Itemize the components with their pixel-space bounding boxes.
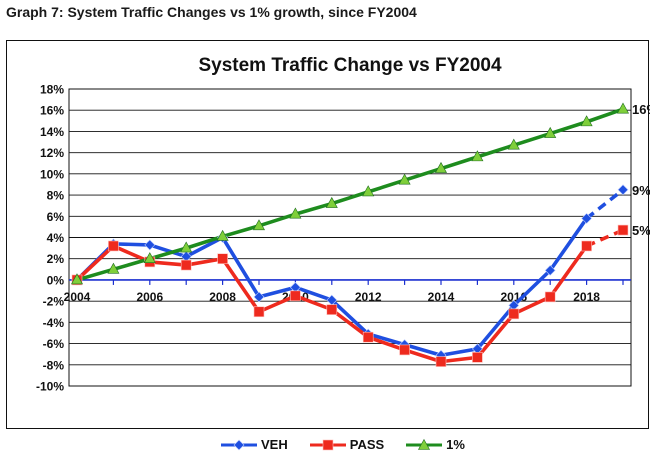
series-line-veh xyxy=(75,217,589,358)
plot-border xyxy=(68,88,632,387)
data-point-pass xyxy=(581,240,592,252)
page-heading: Graph 7: System Traffic Changes vs 1% gr… xyxy=(6,4,417,20)
y-tick-label: 4% xyxy=(47,231,65,245)
y-tick-label: 10% xyxy=(40,167,64,181)
data-point-1pct xyxy=(252,219,266,231)
end-value-label-1pct: 16% xyxy=(632,102,650,117)
legend-swatch-veh xyxy=(221,439,257,450)
data-point-1pct xyxy=(143,252,156,264)
data-point-veh xyxy=(544,264,556,276)
data-point-pass xyxy=(217,253,228,265)
y-tick-label: -8% xyxy=(43,358,65,372)
y-tick-label: 14% xyxy=(40,125,64,139)
line-chart: System Traffic Change vs FY2004 18% 16% 14%… xyxy=(36,55,650,394)
x-tick-label: 2004 xyxy=(64,290,91,304)
data-point-1pct xyxy=(362,185,375,197)
y-tick-label: 8% xyxy=(47,189,65,203)
data-point-1pct xyxy=(325,196,338,208)
y-tick-label: 2% xyxy=(47,252,65,266)
series-projection-pass xyxy=(585,228,624,248)
x-tick-label: 2006 xyxy=(136,290,163,304)
data-point-1pct xyxy=(216,229,229,241)
legend: VEH PASS 1% xyxy=(221,437,465,452)
y-tick-label: 6% xyxy=(47,210,65,224)
series-projection-veh xyxy=(585,188,625,220)
legend-swatch-pass xyxy=(309,439,346,450)
x-tick-label: 2018 xyxy=(573,290,600,304)
data-point-veh xyxy=(144,239,156,251)
data-point-veh xyxy=(253,291,265,303)
data-point-pass xyxy=(108,240,119,252)
y-tick-label: 0% xyxy=(47,273,65,287)
legend-label-one-percent: 1% xyxy=(446,437,465,452)
end-value-label-veh: 9% xyxy=(632,183,650,198)
chart-frame: System Traffic Change vs FY2004 18% 16% 14%… xyxy=(6,40,650,452)
data-point-pass xyxy=(472,352,483,363)
legend-entry-pass: PASS xyxy=(309,437,385,452)
data-point-1pct xyxy=(107,262,120,274)
data-point-1pct xyxy=(580,115,593,127)
data-point-1pct xyxy=(544,126,557,138)
y-tick-label: -10% xyxy=(36,380,64,394)
data-point-1pct xyxy=(434,161,448,173)
data-point-pass xyxy=(508,308,520,320)
data-point-pass xyxy=(544,291,556,303)
data-point-1pct xyxy=(180,241,193,253)
data-point-1pct xyxy=(471,150,484,162)
y-tick-label: -6% xyxy=(43,337,65,351)
data-point-pass xyxy=(399,344,410,356)
y-tick-label: -4% xyxy=(43,316,65,330)
legend-entry-veh: VEH xyxy=(221,437,288,452)
data-point-pass xyxy=(326,304,338,315)
legend-label-pass: PASS xyxy=(349,437,385,452)
data-point-pass xyxy=(180,259,192,271)
data-point-pass xyxy=(362,331,374,343)
legend-label-veh: VEH xyxy=(261,437,288,452)
data-point-1pct xyxy=(398,173,411,185)
y-tick-label: 12% xyxy=(40,146,64,160)
data-point-pass xyxy=(435,356,447,367)
x-tick-label: 2012 xyxy=(355,290,382,304)
legend-entry-one-percent: 1% xyxy=(406,437,465,452)
series-line-1pct xyxy=(76,107,624,282)
data-point-1pct xyxy=(289,207,302,219)
data-point-veh xyxy=(617,184,629,196)
data-point-pass xyxy=(617,224,629,236)
data-point-veh xyxy=(581,212,593,224)
x-tick-label: 2008 xyxy=(209,290,236,304)
y-tick-label: 16% xyxy=(40,104,64,118)
chart-title: System Traffic Change vs FY2004 xyxy=(198,55,502,76)
y-tick-label: -2% xyxy=(43,295,65,309)
end-value-label-pass: 5% xyxy=(632,223,650,238)
x-tick-label: 2014 xyxy=(428,290,455,304)
data-point-1pct xyxy=(70,273,84,285)
legend-swatch-one-percent xyxy=(406,438,443,450)
y-tick-label: 18% xyxy=(40,83,64,97)
data-point-pass xyxy=(253,306,265,318)
data-point-pass xyxy=(290,290,301,302)
data-point-1pct xyxy=(507,138,520,150)
data-point-1pct xyxy=(616,102,630,114)
